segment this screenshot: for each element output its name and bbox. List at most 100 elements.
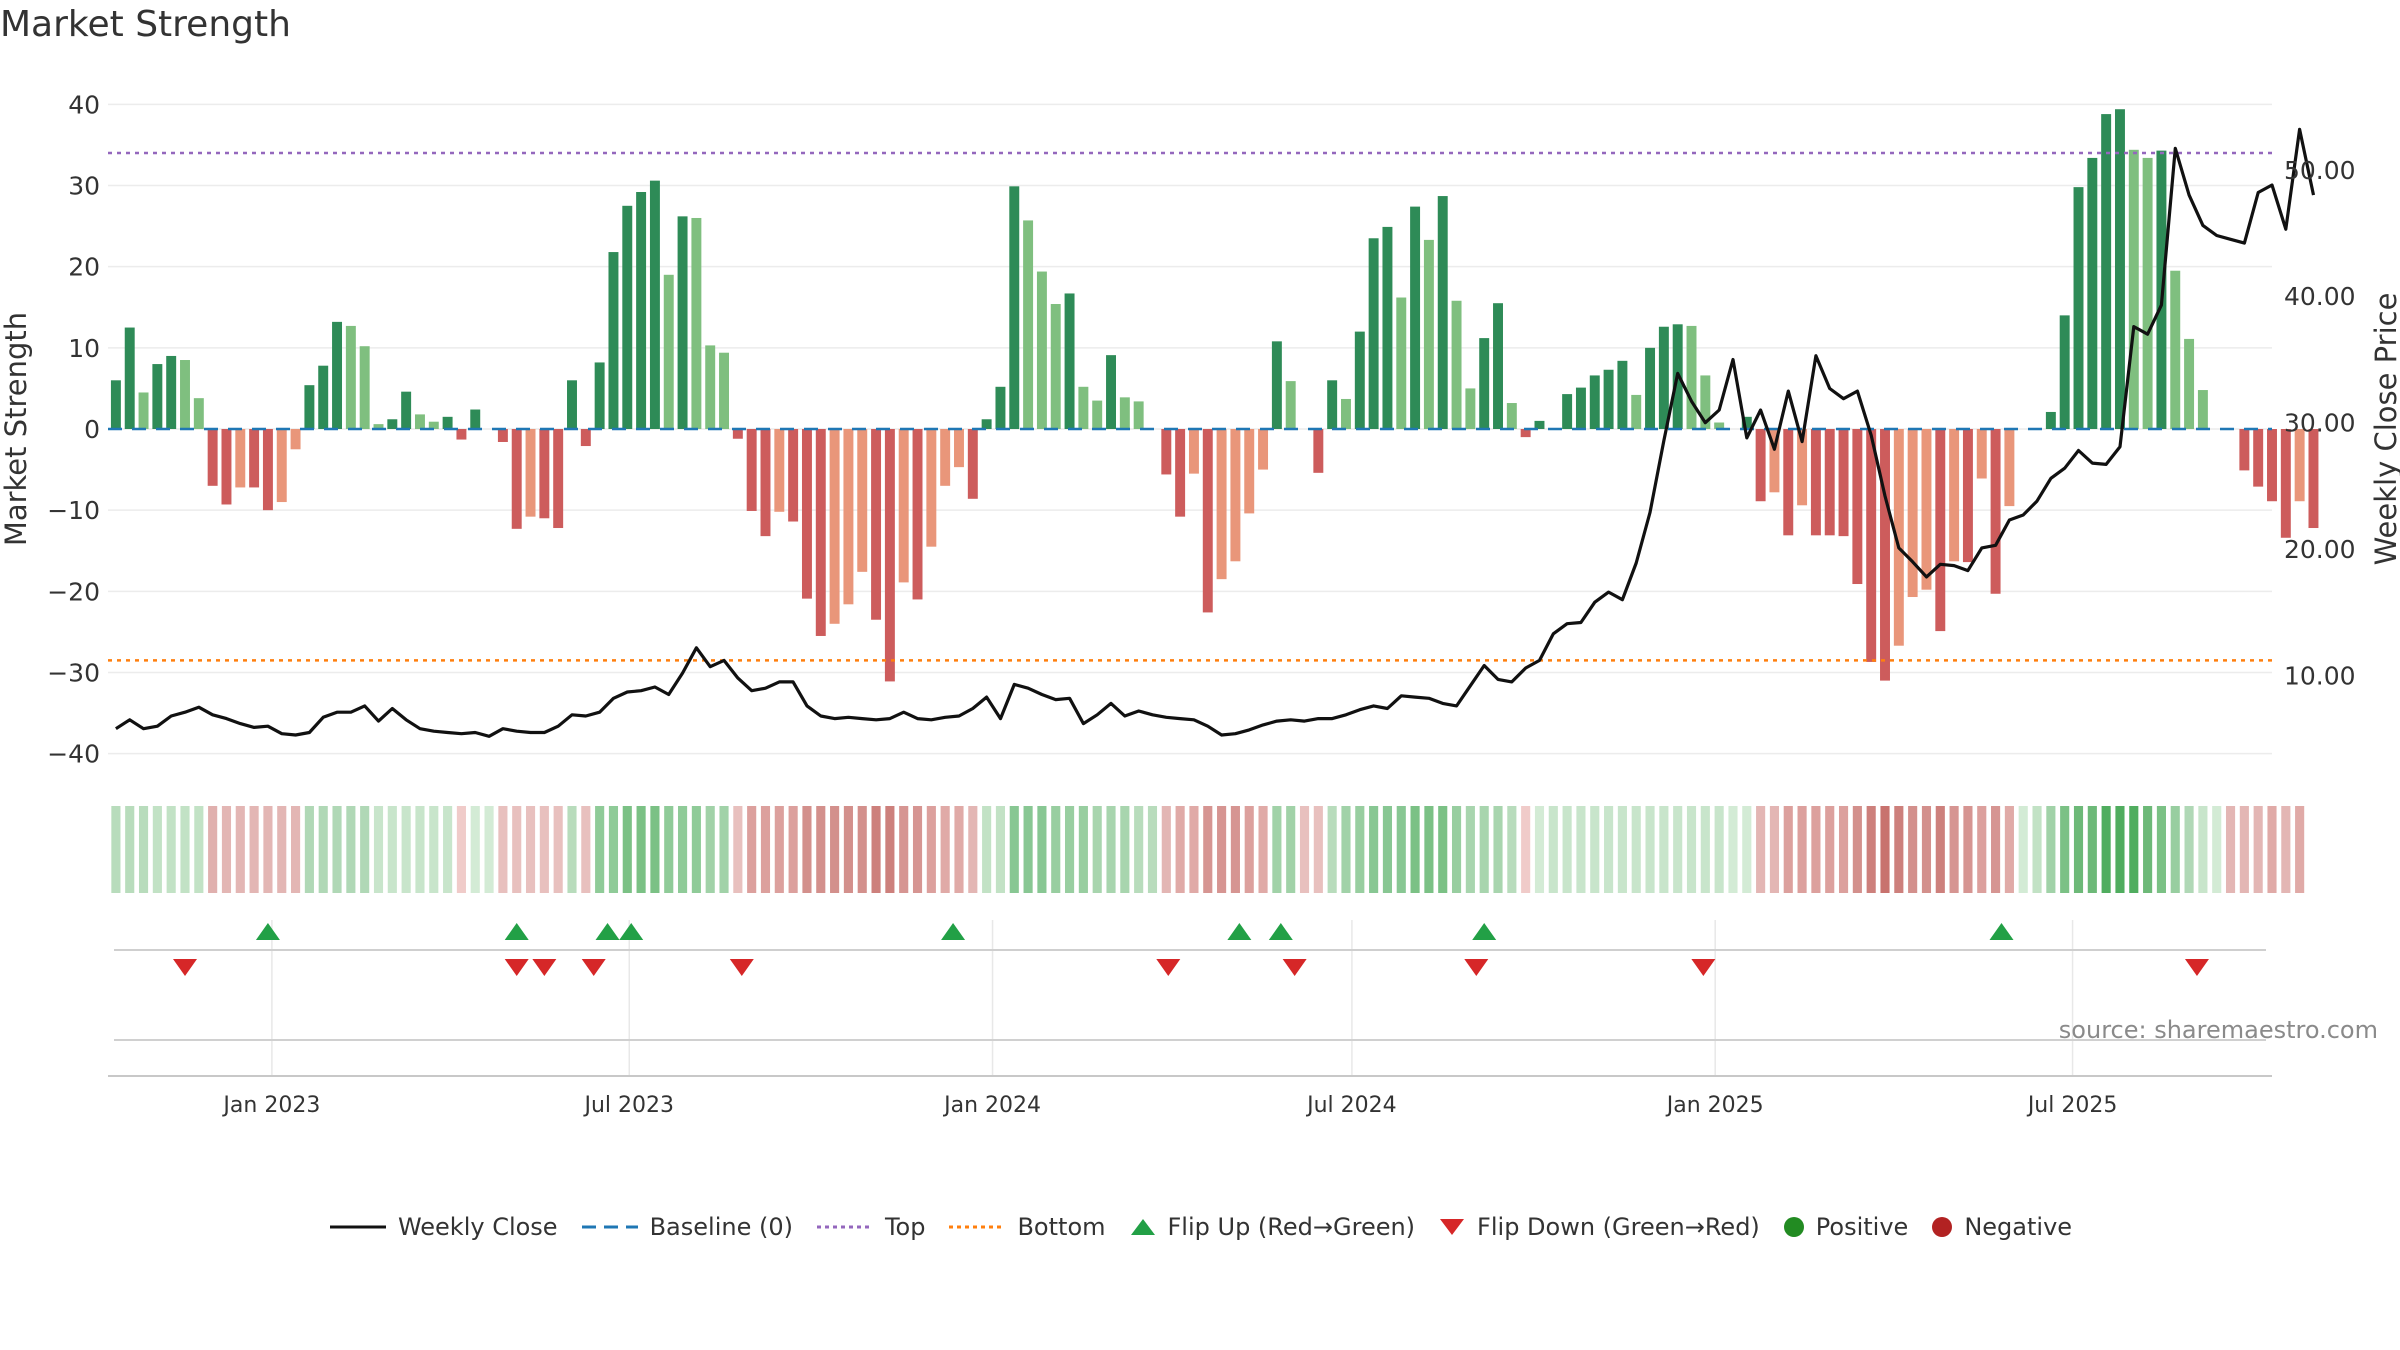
strip-cell bbox=[1341, 806, 1351, 893]
flip-down-marker bbox=[504, 959, 529, 976]
strength-bar bbox=[2087, 157, 2098, 430]
legend-label: Top bbox=[884, 1213, 926, 1241]
strip-cell bbox=[2143, 806, 2153, 893]
strength-bar bbox=[1631, 394, 1642, 429]
strength-bar bbox=[1285, 381, 1296, 429]
strip-cell bbox=[415, 806, 425, 893]
legend-flip-up[interactable]: Flip Up (Red→Green) bbox=[1128, 1213, 1415, 1241]
strip-cell bbox=[1949, 806, 1959, 893]
strip-cell bbox=[1686, 806, 1697, 893]
strength-bar bbox=[815, 429, 826, 636]
strength-bar bbox=[1396, 297, 1407, 429]
strength-bar bbox=[746, 429, 757, 511]
strip-cell bbox=[1327, 806, 1337, 893]
y2-tick-label: 50.00 bbox=[2284, 156, 2356, 185]
strip-cell bbox=[1355, 806, 1365, 893]
strip-cell bbox=[525, 806, 536, 893]
strength-bar bbox=[801, 429, 812, 599]
strength-bar bbox=[1106, 355, 1116, 429]
legend-label: Negative bbox=[1964, 1213, 2073, 1241]
strip-cell bbox=[360, 806, 370, 893]
legend-flip-down[interactable]: Flip Down (Green→Red) bbox=[1437, 1213, 1760, 1241]
strength-bar bbox=[2280, 429, 2291, 538]
y-tick-label: 20 bbox=[68, 253, 100, 282]
strength-bar bbox=[760, 429, 771, 537]
strip-cell bbox=[719, 806, 729, 893]
strength-bar bbox=[2073, 187, 2084, 429]
strength-bar bbox=[1935, 429, 1946, 632]
strength-bar bbox=[1133, 401, 1144, 429]
strength-bar bbox=[124, 327, 135, 429]
strength-bar bbox=[1589, 375, 1600, 429]
strength-bar bbox=[567, 380, 577, 429]
strip-cell bbox=[2184, 806, 2194, 893]
flip-down-marker bbox=[729, 959, 754, 976]
strip-cell bbox=[1562, 806, 1572, 893]
strip-cell bbox=[1769, 806, 1779, 893]
y2-tick-label: 30.00 bbox=[2284, 409, 2356, 438]
strip-cell bbox=[871, 806, 881, 893]
strength-bar bbox=[1880, 429, 1890, 681]
strength-bar bbox=[2253, 429, 2264, 487]
strength-bars bbox=[110, 109, 2319, 682]
strip-cell bbox=[1451, 806, 1462, 893]
legend-weekly-close[interactable]: Weekly Close bbox=[328, 1213, 558, 1241]
strip-cell bbox=[484, 806, 494, 893]
strength-bar bbox=[1479, 338, 1490, 429]
strength-bar bbox=[649, 180, 660, 429]
strength-bar bbox=[843, 429, 854, 605]
y-tick-label: 40 bbox=[68, 90, 100, 119]
x-tick-label: Jul 2025 bbox=[2026, 1093, 2118, 1118]
strip-cell bbox=[2101, 806, 2111, 893]
strength-bar bbox=[967, 429, 978, 499]
strength-bar bbox=[525, 429, 536, 517]
strength-bar bbox=[110, 380, 121, 429]
strength-bar bbox=[1617, 360, 1628, 429]
legend-label: Flip Down (Green→Red) bbox=[1477, 1213, 1760, 1241]
strip-cell bbox=[1521, 806, 1531, 893]
strip-cell bbox=[2073, 806, 2084, 893]
strength-bar bbox=[1741, 416, 1752, 429]
legend-negative[interactable]: Negative bbox=[1930, 1213, 2072, 1241]
strength-bar bbox=[2059, 315, 2070, 429]
strip-cell bbox=[443, 806, 453, 893]
strip-cell bbox=[760, 806, 771, 893]
strength-bar bbox=[1244, 429, 1255, 514]
legend-bottom[interactable]: Bottom bbox=[947, 1213, 1106, 1241]
strip-cell bbox=[595, 806, 605, 893]
flip-up-marker bbox=[1472, 923, 1497, 940]
line-swatch-icon bbox=[329, 1225, 386, 1229]
flip-up-marker bbox=[595, 923, 620, 940]
strength-bar bbox=[580, 429, 591, 447]
strength-bar bbox=[1866, 429, 1877, 662]
strength-bar bbox=[1824, 429, 1835, 536]
strip-cell bbox=[1396, 806, 1406, 893]
strength-bar bbox=[207, 429, 218, 486]
strip-cell bbox=[1908, 806, 1918, 893]
strip-cell bbox=[470, 806, 480, 893]
strip-cell bbox=[1258, 806, 1268, 893]
flip-up-marker bbox=[619, 923, 644, 940]
strength-bar bbox=[2170, 270, 2181, 429]
legend-baseline[interactable]: Baseline (0) bbox=[580, 1213, 793, 1241]
strip-cell bbox=[2267, 806, 2277, 893]
strip-cell bbox=[1299, 806, 1310, 893]
strength-bar bbox=[193, 398, 204, 429]
triangle-up-icon bbox=[1130, 1219, 1155, 1235]
strip-cell bbox=[1272, 806, 1282, 893]
y-tick-label: −20 bbox=[47, 577, 100, 606]
legend-label: Bottom bbox=[1017, 1213, 1106, 1241]
strength-bar bbox=[608, 252, 619, 429]
strip-cell bbox=[2046, 806, 2056, 893]
strip-cell bbox=[1645, 806, 1655, 893]
strip-cell bbox=[1604, 806, 1614, 893]
strength-bar bbox=[1700, 375, 1711, 429]
strength-bar bbox=[719, 352, 730, 429]
legend-positive[interactable]: Positive bbox=[1782, 1213, 1908, 1241]
strength-bar bbox=[1258, 429, 1269, 470]
strength-bar bbox=[1368, 238, 1379, 429]
legend-top[interactable]: Top bbox=[815, 1213, 926, 1241]
strip-cell bbox=[691, 806, 701, 893]
strip-cell bbox=[1369, 806, 1379, 893]
strength-bar bbox=[138, 392, 149, 429]
